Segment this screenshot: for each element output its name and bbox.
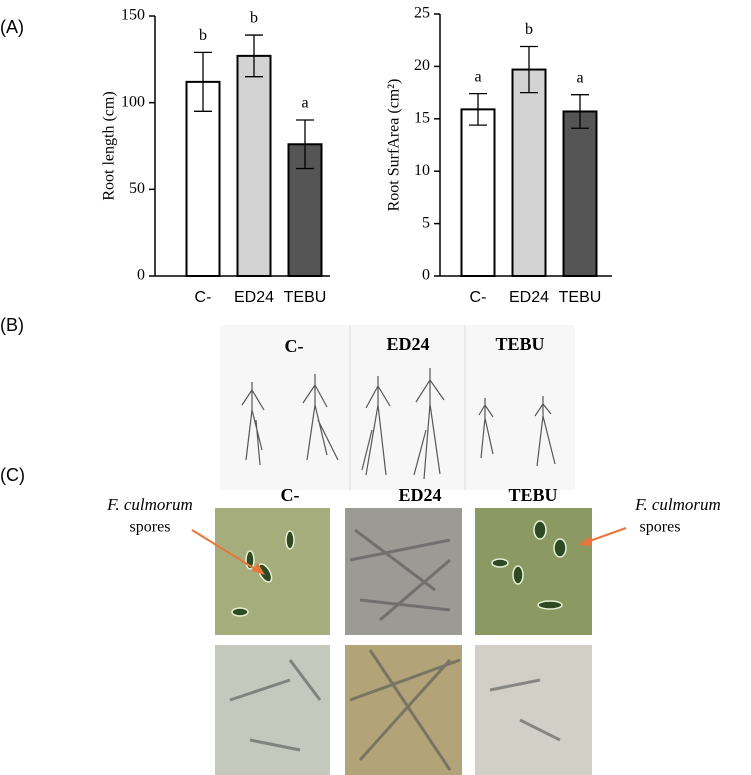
y-tick-label: 50 (129, 180, 145, 197)
error-bar (245, 34, 263, 78)
significance-letter: a (474, 68, 481, 85)
y-axis-label: Root SurfArea (cm²) (386, 79, 403, 212)
panel-label: (C) (0, 465, 25, 485)
y-tick-label: 150 (121, 7, 145, 24)
callout-text: spores (130, 519, 171, 536)
error-bar (296, 119, 314, 170)
bar (511, 68, 547, 277)
arrow (191, 529, 261, 573)
significance-letter: b (250, 10, 258, 27)
error-bar (571, 94, 589, 129)
significance-letter: a (576, 69, 583, 86)
x-tick-label: ED24 (234, 289, 274, 306)
image-label: C- (285, 336, 304, 356)
y-tick-label: 5 (422, 214, 430, 231)
panel-label: (B) (0, 315, 24, 335)
image-label: C- (281, 485, 300, 505)
image-label: ED24 (398, 485, 441, 505)
x-tick-label: ED24 (509, 289, 549, 306)
y-axis-label: Root length (cm) (101, 91, 118, 200)
callout-text: spores (640, 519, 681, 536)
error-bar (469, 92, 487, 126)
significance-letter: b (199, 27, 207, 44)
callout-species: F. culmorum (634, 495, 721, 514)
arrow (583, 527, 627, 544)
image-label: TEBU (495, 334, 544, 354)
y-tick-label: 25 (414, 5, 430, 22)
bar (562, 110, 598, 277)
root-scan (220, 325, 575, 490)
x-tick-label: TEBU (559, 289, 602, 306)
y-tick-label: 0 (137, 267, 145, 284)
y-tick-label: 20 (414, 57, 430, 74)
arrow-head (578, 536, 592, 546)
y-tick-label: 0 (422, 267, 430, 284)
micrographs (215, 508, 592, 775)
callout-species: F. culmorum (106, 495, 193, 514)
y-tick-label: 15 (414, 109, 430, 126)
error-bar (520, 45, 538, 94)
x-tick-label: C- (470, 289, 487, 306)
x-tick-label: C- (195, 289, 212, 306)
arrow-head (252, 563, 265, 575)
panel-label: (A) (0, 17, 24, 37)
bar (460, 108, 496, 277)
x-tick-label: TEBU (284, 289, 327, 306)
image-label: TEBU (508, 485, 557, 505)
bar (236, 54, 272, 277)
significance-letter: b (525, 21, 533, 38)
significance-letter: a (301, 95, 308, 112)
y-tick-label: 10 (414, 162, 430, 179)
image-label: ED24 (386, 334, 429, 354)
y-tick-label: 100 (121, 93, 145, 110)
error-bar (194, 51, 212, 112)
